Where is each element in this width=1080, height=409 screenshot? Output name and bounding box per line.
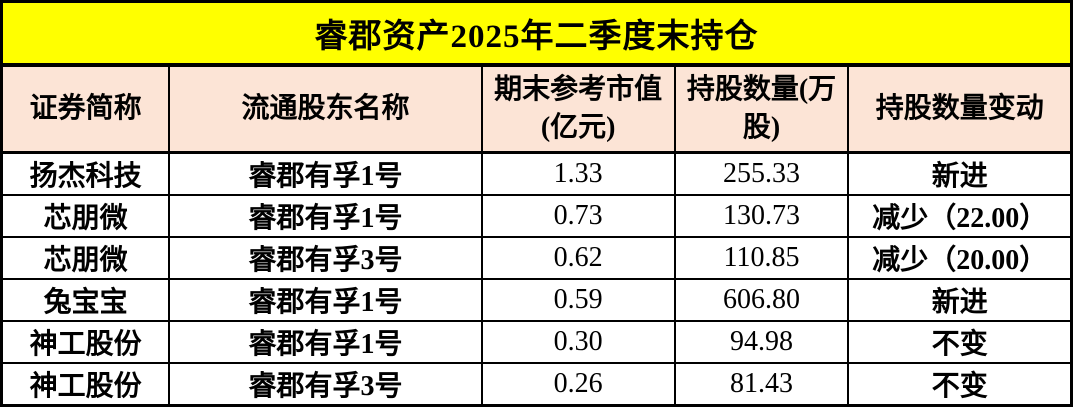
table-row: 芯朋微 睿郡有孚1号 0.73 130.73 减少（22.00） [0,194,1073,238]
cell-holder: 睿郡有孚1号 [168,194,483,238]
cell-change: 不变 [847,362,1073,407]
cell-holder: 睿郡有孚1号 [168,278,483,322]
cell-security: 兔宝宝 [0,278,171,322]
table-row: 扬杰科技 睿郡有孚1号 1.33 255.33 新进 [0,151,1073,196]
cell-security: 芯朋微 [0,236,171,280]
cell-market-value: 0.62 [480,236,676,280]
cell-market-value: 0.59 [480,278,676,322]
col-header-shares: 持股数量(万股) [673,64,850,154]
col-header-holder: 流通股东名称 [168,64,483,154]
cell-change: 不变 [847,320,1073,364]
cell-shares: 606.80 [673,278,850,322]
cell-shares: 110.85 [673,236,850,280]
table-row: 兔宝宝 睿郡有孚1号 0.59 606.80 新进 [0,278,1073,322]
header-row: 证券简称 流通股东名称 期末参考市值(亿元) 持股数量(万股) 持股数量变动 [0,64,1073,154]
table-row: 神工股份 睿郡有孚3号 0.26 81.43 不变 [0,362,1073,407]
cell-change: 减少（20.00） [847,236,1073,280]
cell-market-value: 0.30 [480,320,676,364]
cell-holder: 睿郡有孚3号 [168,236,483,280]
table-row: 神工股份 睿郡有孚1号 0.30 94.98 不变 [0,320,1073,364]
table-title: 睿郡资产2025年二季度末持仓 [0,0,1073,67]
cell-shares: 255.33 [673,151,850,196]
col-header-market-value: 期末参考市值(亿元) [480,64,676,154]
cell-market-value: 0.26 [480,362,676,407]
cell-security: 扬杰科技 [0,151,171,196]
cell-change: 新进 [847,278,1073,322]
cell-change: 新进 [847,151,1073,196]
title-row: 睿郡资产2025年二季度末持仓 [0,0,1073,67]
cell-shares: 130.73 [673,194,850,238]
cell-change: 减少（22.00） [847,194,1073,238]
cell-holder: 睿郡有孚1号 [168,320,483,364]
cell-shares: 94.98 [673,320,850,364]
col-header-security: 证券简称 [0,64,171,154]
cell-holder: 睿郡有孚3号 [168,362,483,407]
cell-shares: 81.43 [673,362,850,407]
cell-security: 芯朋微 [0,194,171,238]
cell-holder: 睿郡有孚1号 [168,151,483,196]
col-header-change: 持股数量变动 [847,64,1073,154]
cell-market-value: 0.73 [480,194,676,238]
table-row: 芯朋微 睿郡有孚3号 0.62 110.85 减少（20.00） [0,236,1073,280]
cell-market-value: 1.33 [480,151,676,196]
cell-security: 神工股份 [0,320,171,364]
cell-security: 神工股份 [0,362,171,407]
